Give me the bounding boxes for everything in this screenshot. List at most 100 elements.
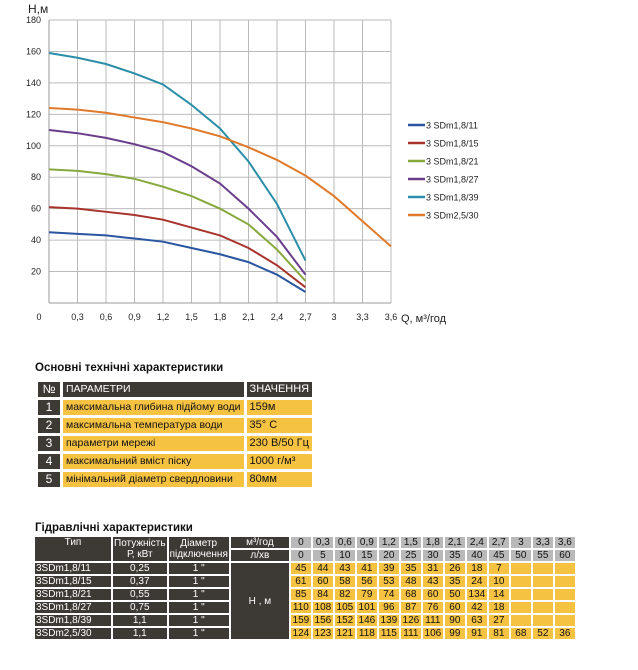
head-value: 60 [444,602,465,613]
head-value: 36 [554,628,575,639]
legend-label: 3 SDm1,8/11 [426,121,478,131]
pump-type: 3SDm1,8/27 [35,602,111,613]
head-value [510,615,531,626]
head-value: 82 [334,589,355,600]
y-tick-label: 140 [26,78,41,88]
head-value: 121 [334,628,355,639]
head-value: 31 [422,563,443,574]
series-line [48,52,307,261]
parameter-name: мінімальний діаметр свердловини [63,472,244,487]
flow-m3-label: м³/год [230,537,289,548]
head-value: 90 [444,615,465,626]
flow-l-value: 25 [400,550,421,561]
head-value [510,602,531,613]
flow-l-value: 0 [290,550,311,561]
row-number: 4 [38,454,60,469]
pump-type: 3SDm1,8/21 [35,589,111,600]
head-value: 52 [532,628,553,639]
head-value: 79 [356,589,377,600]
head-value [554,602,575,613]
row-number: 1 [38,400,60,415]
pump-type: 3SDm1,8/15 [35,576,111,587]
head-value: 156 [312,615,333,626]
head-value: 42 [466,602,487,613]
x-tick-label: 0 [36,312,41,322]
head-value: 10 [488,576,509,587]
head-value: 27 [488,615,509,626]
head-value: 53 [378,576,399,587]
y-tick-label: 160 [26,46,41,56]
series-line [48,168,307,282]
pump-diameter: 1 " [168,615,229,626]
head-value: 134 [466,589,487,600]
flow-m3-value: 3,6 [554,537,575,548]
legend-label: 3 SDm2,5/30 [426,211,479,221]
x-tick-label: 3 [331,312,336,322]
parameter-value: 230 В/50 Гц [246,436,313,451]
head-value: 111 [400,628,421,639]
flow-m3-value: 0 [290,537,311,548]
head-value: 7 [488,563,509,574]
y-tick-label: 20 [31,267,41,277]
flow-l-value: 55 [532,550,553,561]
head-value [554,615,575,626]
head-value [510,563,531,574]
pump-diameter: 1 " [168,576,229,587]
head-value: 39 [378,563,399,574]
parameter-value: 159м [246,400,313,415]
parameter-name: параметри мережі [63,436,244,451]
table-row: 3SDm1,8/21 0,55 1 " 85 84 82 79 74 68 60 50 134 14 [35,589,575,600]
head-value: 61 [290,576,311,587]
head-value: 101 [356,602,377,613]
head-value [532,602,553,613]
table-row: 5 мінімальний діаметр свердловини 80мм [38,472,313,487]
flow-l-label: л/хв [230,550,289,561]
head-value: 58 [334,576,355,587]
head-value: 63 [466,615,487,626]
basic-specs-table: № ПАРАМЕТРИ ЗНАЧЕННЯ 1 максимальна глибина п… [35,379,315,490]
head-value [532,563,553,574]
x-tick-label: 0,3 [71,312,84,322]
head-label: Н , м [230,563,289,639]
head-value: 68 [510,628,531,639]
y-tick-label: 40 [31,235,41,245]
head-value: 60 [312,576,333,587]
y-tick-label: 120 [26,109,41,119]
pump-type: 3SDm1,8/11 [35,563,111,574]
head-value [510,589,531,600]
legend-label: 3 SDm1,8/21 [426,157,479,167]
header-power: Потужність Р, кВт [113,537,167,561]
flow-l-value: 40 [466,550,487,561]
pump-diameter: 1 " [168,563,229,574]
head-value: 14 [488,589,509,600]
pump-power: 1,1 [113,615,167,626]
parameter-name: максимальний вміст піску [63,454,244,469]
table-row: 3SDm1,8/39 1,1 1 " 159 156 152 146 139 126 111 90 6… [35,615,575,626]
head-value: 68 [400,589,421,600]
flow-m3-value: 1,2 [378,537,399,548]
head-value: 76 [422,602,443,613]
pump-diameter: 1 " [168,602,229,613]
series-line [48,129,307,276]
flow-l-value: 60 [554,550,575,561]
flow-m3-value: 3 [510,537,531,548]
flow-m3-value: 1,5 [400,537,421,548]
table-row: 3SDm2,5/30 1,1 1 " 124 123 121 118 115 111 106 99 9… [35,628,575,639]
y-tick-label: 80 [31,172,41,182]
pump-power: 0,25 [113,563,167,574]
head-value: 123 [312,628,333,639]
header-cell: ЗНАЧЕННЯ [246,382,313,397]
flow-m3-value: 0,9 [356,537,377,548]
y-tick-label: 100 [26,141,41,151]
x-tick-label: 0,9 [128,312,141,322]
head-value: 108 [312,602,333,613]
head-value: 139 [378,615,399,626]
basic-specs-title: Основні технічні характеристики [35,362,224,374]
table-row: 3SDm1,8/15 0,37 1 " 61 60 58 56 53 48 43 35 24 10 [35,576,575,587]
head-value: 152 [334,615,355,626]
pump-power: 0,37 [113,576,167,587]
head-value: 56 [356,576,377,587]
head-value: 24 [466,576,487,587]
flow-l-value: 35 [444,550,465,561]
x-tick-label: 2,4 [271,312,284,322]
